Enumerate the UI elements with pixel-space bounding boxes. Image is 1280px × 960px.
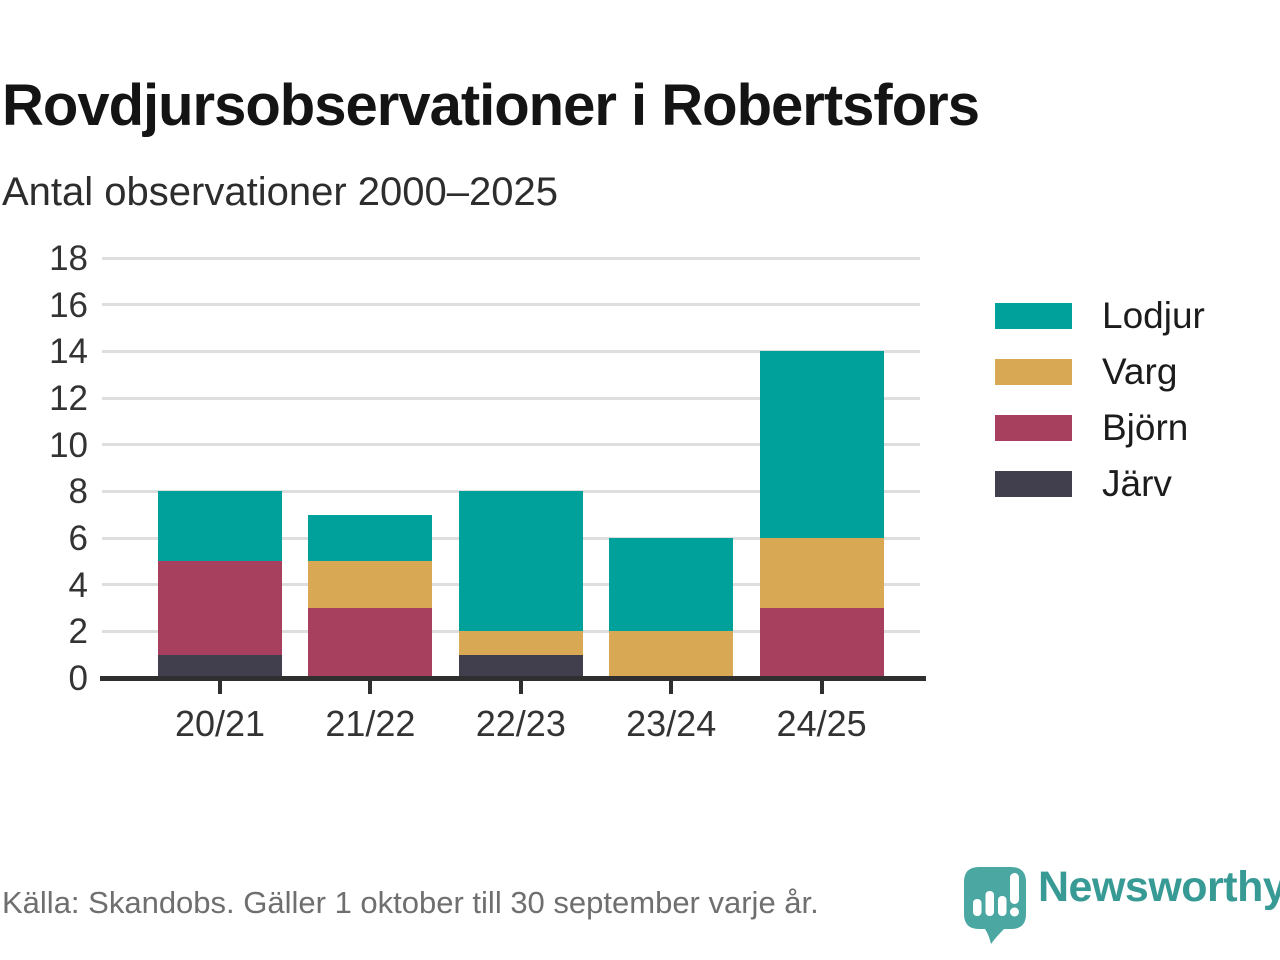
legend-item-lodjur: Lodjur <box>995 297 1205 334</box>
x-tick-label-20-21: 20/21 <box>174 703 266 744</box>
bar-segment-järv <box>458 654 583 678</box>
bar-23-24 <box>609 538 734 678</box>
bar-22-23 <box>458 491 583 678</box>
legend-item-björn: Björn <box>995 409 1205 446</box>
x-tick-22-23 <box>518 681 523 694</box>
legend-label-varg: Varg <box>1102 351 1178 392</box>
bar-segment-varg <box>609 631 734 678</box>
legend-label-lodjur: Lodjur <box>1102 295 1205 336</box>
legend-swatch-lodjur <box>995 302 1072 329</box>
bar-21-22 <box>308 514 433 678</box>
x-tick-24-25 <box>819 681 824 694</box>
bar-20-21 <box>158 491 282 678</box>
y-tick-label-6: 6 <box>68 519 88 558</box>
bar-segment-lodjur <box>308 514 433 562</box>
bar-segment-järv <box>158 654 282 678</box>
bar-segment-björn <box>308 607 433 678</box>
y-tick-label-16: 16 <box>49 285 88 325</box>
x-axis-line <box>100 676 926 681</box>
bar-segment-lodjur <box>609 538 734 632</box>
y-tick-label-12: 12 <box>49 379 88 418</box>
y-tick-label-4: 4 <box>68 565 88 605</box>
x-tick-label-23-24: 23/24 <box>626 703 717 744</box>
x-tick-23-24 <box>669 681 674 694</box>
newsworthy-logo: Newsworthy <box>960 863 1280 947</box>
y-tick-label-10: 10 <box>49 425 88 465</box>
y-tick-label-18: 18 <box>49 239 88 278</box>
x-tick-label-22-23: 22/23 <box>475 703 566 744</box>
newsworthy-wordmark: Newsworthy <box>1038 863 1280 911</box>
page-title: Rovdjursobservationer i Robertsfors <box>2 72 980 138</box>
bar-segment-björn <box>158 561 282 655</box>
gridline-18 <box>102 256 920 260</box>
y-tick-label-8: 8 <box>68 472 88 512</box>
legend-swatch-varg <box>995 358 1072 385</box>
bar-segment-lodjur <box>458 491 583 632</box>
source-note: Källa: Skandobs. Gäller 1 oktober till 3… <box>2 885 819 920</box>
bar-segment-varg <box>308 561 433 608</box>
legend: Lodjur Varg Björn Järv <box>995 297 1205 502</box>
legend-item-järv: Järv <box>995 465 1205 502</box>
bar-24-25 <box>759 351 884 678</box>
gridline-16 <box>102 303 920 307</box>
y-tick-label-0: 0 <box>68 659 88 698</box>
bar-segment-varg <box>759 537 884 608</box>
legend-swatch-björn <box>995 414 1072 441</box>
y-tick-label-2: 2 <box>68 612 88 652</box>
gridline-12 <box>102 396 920 400</box>
bar-segment-lodjur <box>158 491 282 562</box>
gridline-10 <box>102 443 920 447</box>
y-tick-label-14: 14 <box>49 332 88 372</box>
legend-label-järv: Järv <box>1102 463 1172 504</box>
x-tick-label-21-22: 21/22 <box>325 703 416 744</box>
chart-subtitle: Antal observationer 2000–2025 <box>2 170 558 214</box>
newsworthy-bubble-icon <box>964 867 1026 944</box>
bar-segment-björn <box>759 607 884 678</box>
bar-segment-varg <box>458 631 583 655</box>
legend-item-varg: Varg <box>995 353 1205 390</box>
x-tick-21-22 <box>368 681 373 694</box>
gridline-14 <box>102 349 920 353</box>
bar-segment-lodjur <box>759 351 884 538</box>
x-tick-label-24-25: 24/25 <box>776 703 867 744</box>
legend-label-björn: Björn <box>1102 407 1189 448</box>
legend-swatch-järv <box>995 470 1072 497</box>
x-tick-20-21 <box>218 681 222 694</box>
